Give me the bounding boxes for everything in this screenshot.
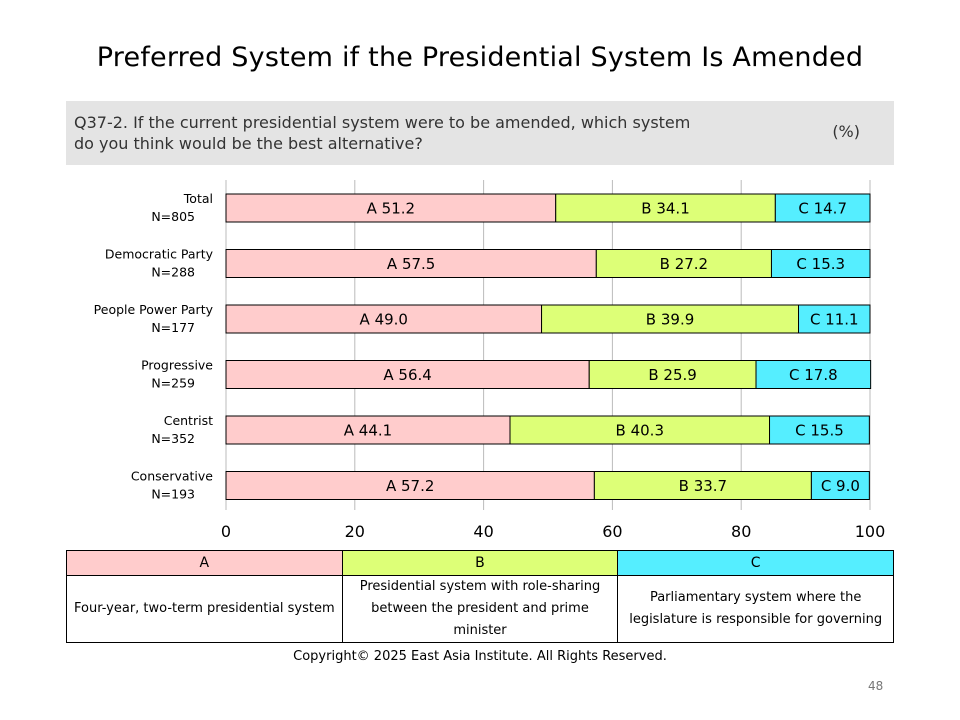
copyright-text: Copyright© 2025 East Asia Institute. All… [293, 649, 667, 664]
data-label: C 9.0 [821, 477, 860, 495]
page-title: Preferred System if the Presidential Sys… [96, 42, 864, 73]
x-tick-label: 20 [345, 522, 365, 541]
data-label: A 51.2 [367, 200, 415, 218]
bar-segment-a [225, 360, 590, 389]
data-label: A 57.5 [387, 255, 435, 273]
category-label: Democratic Party [105, 247, 214, 262]
bar-segment-b [593, 471, 812, 500]
legend-header-b: B [341, 550, 619, 576]
question-box: Q37-2. If the current presidential syste… [66, 101, 894, 165]
data-label: B 34.1 [641, 200, 689, 218]
bar-segment-c [755, 360, 872, 389]
data-label: A 57.2 [386, 477, 434, 495]
data-label: B 25.9 [648, 366, 696, 384]
data-label: C 17.8 [789, 366, 838, 384]
bar-segment-c [769, 415, 870, 445]
bar-segment-b [541, 304, 800, 334]
bar-segment-b [588, 360, 757, 389]
bar-segment-c [810, 471, 870, 500]
legend-table: A B C Four-year, two-term presidential s… [66, 550, 894, 643]
data-label: A 44.1 [344, 422, 392, 440]
data-label: C 15.5 [795, 422, 844, 440]
data-label: A 56.4 [383, 366, 431, 384]
category-n-label: N=193 [151, 487, 195, 502]
category-n-label: N=177 [151, 320, 195, 335]
category-label: Total [183, 191, 213, 206]
legend-header-c: C [617, 550, 894, 576]
bar-segment-a [225, 193, 557, 223]
unit-label: (%) [832, 122, 860, 141]
x-tick-label: 0 [221, 522, 231, 541]
data-label: A 49.0 [360, 311, 408, 329]
category-label: Conservative [131, 469, 213, 484]
page-number: 48 [868, 679, 884, 693]
category-label: People Power Party [94, 302, 214, 317]
x-tick-label: 100 [855, 522, 886, 541]
bar-segment-a [225, 304, 543, 334]
data-label: C 15.3 [796, 255, 845, 273]
data-label: B 27.2 [660, 255, 708, 273]
stacked-bar-chart: A 51.2 B 34.1 C 14.7 Total N=805 A 57.5 B 27.2… [94, 180, 886, 541]
question-text: Q37-2. If the current presidential syste… [74, 113, 691, 153]
category-n-label: N=352 [151, 431, 195, 446]
bar-segment-c [798, 304, 871, 334]
data-label: B 33.7 [679, 477, 727, 495]
legend-desc-b: Presidential system with role-sharing be… [341, 575, 619, 643]
x-tick-label: 40 [473, 522, 493, 541]
legend-header-a: A [66, 550, 343, 576]
data-label: B 40.3 [616, 422, 664, 440]
data-label: C 14.7 [798, 200, 847, 218]
bar-segment-c [770, 249, 871, 278]
legend-desc-c: Parliamentary system where the legislatu… [617, 575, 894, 643]
category-n-label: N=259 [151, 376, 195, 391]
x-tick-label: 60 [602, 522, 622, 541]
legend-desc-a: Four-year, two-term presidential system [66, 575, 343, 643]
bar-segment-a [225, 471, 595, 500]
x-tick-label: 80 [731, 522, 751, 541]
category-label: Centrist [164, 413, 213, 428]
category-label: Progressive [141, 358, 213, 373]
category-n-label: N=805 [151, 209, 195, 224]
data-label: C 11.1 [810, 311, 859, 329]
category-n-label: N=288 [151, 265, 195, 280]
data-label: B 39.9 [646, 311, 694, 329]
bar-segment-c [774, 193, 871, 223]
